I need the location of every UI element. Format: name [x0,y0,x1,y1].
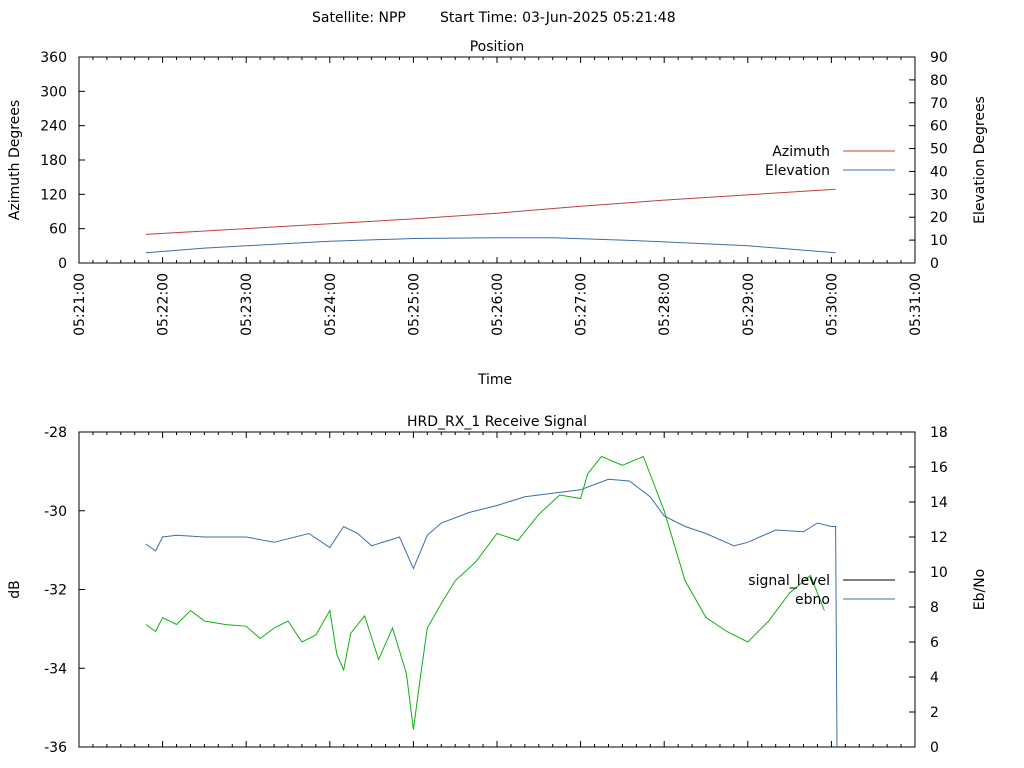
legend-label: signal_level [748,573,830,589]
y2-tick-label: 40 [930,164,948,180]
chart-title: Position [470,39,525,55]
legend-label: ebno [795,592,830,608]
y2-tick-label: 6 [930,635,939,651]
y2-tick-label: 70 [930,96,948,112]
y2-tick-label: 20 [930,210,948,226]
x-tick-label: 05:31:00 [908,273,924,336]
y-tick-label: 120 [40,187,67,203]
y-tick-label: 0 [58,256,67,272]
y-tick-label: -32 [44,583,67,599]
y-tick-label: -30 [44,504,67,520]
y2-tick-label: 12 [930,530,948,546]
series-line-series-2 [145,455,825,730]
y-tick-label: -28 [44,425,67,441]
y2-tick-label: 14 [930,495,948,511]
x-tick-label: 05:21:00 [72,273,88,336]
x-tick-label: 05:27:00 [574,273,590,336]
y2-tick-label: 0 [930,740,939,756]
y2-tick-label: 18 [930,425,948,441]
y-tick-label: 60 [49,222,67,238]
chart-title: HRD_RX_1 Receive Signal [407,414,587,430]
y2-tick-label: 0 [930,256,939,272]
y-tick-label: -34 [44,661,67,677]
y2-tick-label: 50 [930,142,948,158]
position-chart: Position 05:21:00 05:22:00 05:23:00 05:24:00… [7,39,988,388]
series-line-ebno [145,478,838,748]
plot-frame [78,56,916,264]
y2-tick-label: 80 [930,73,948,89]
y-tick-label: 180 [40,153,67,169]
y-tick-label: -36 [44,740,67,756]
y2-tick-label: 90 [930,50,948,66]
satellite-label: Satellite: NPP [312,10,406,26]
x-tick-label: 05:24:00 [323,273,339,336]
legend-label: Elevation [765,163,830,179]
y2-tick-label: 30 [930,187,948,203]
y2-tick-label: 10 [930,565,948,581]
y-tick-label: 360 [40,50,67,66]
x-tick-label: 05:28:00 [657,273,673,336]
start-time-label: Start Time: 03-Jun-2025 05:21:48 [440,10,676,26]
series-line-Elevation [145,237,836,254]
x-axis-label: Time [477,372,512,388]
y2-axis-label: Elevation Degrees [972,96,988,224]
y2-tick-label: 16 [930,460,948,476]
y-tick-label: 240 [40,119,67,135]
y-tick-label: 300 [40,84,67,100]
y2-tick-label: 10 [930,233,948,249]
y2-tick-label: 4 [930,670,939,686]
legend-label: Azimuth [772,144,830,160]
receive-signal-chart: HRD_RX_1 Receive Signal -28 -30 -32 -34 -36 0 2… [7,414,988,756]
x-tick-label: 05:23:00 [239,273,255,336]
x-tick-label: 05:22:00 [156,273,172,336]
y-axis-label: Azimuth Degrees [7,100,23,220]
x-tick-label: 05:30:00 [824,273,840,336]
x-tick-label: 05:25:00 [406,273,422,336]
x-tick-label: 05:29:00 [741,273,757,336]
y2-tick-label: 60 [930,119,948,135]
y2-tick-label: 2 [930,705,939,721]
plot-frame [78,431,916,748]
series-line-Azimuth [145,188,836,235]
y2-axis-label: Eb/No [972,569,988,611]
y2-tick-label: 8 [930,600,939,616]
x-tick-label: 05:26:00 [490,273,506,336]
y-axis-label: dB [7,580,23,599]
